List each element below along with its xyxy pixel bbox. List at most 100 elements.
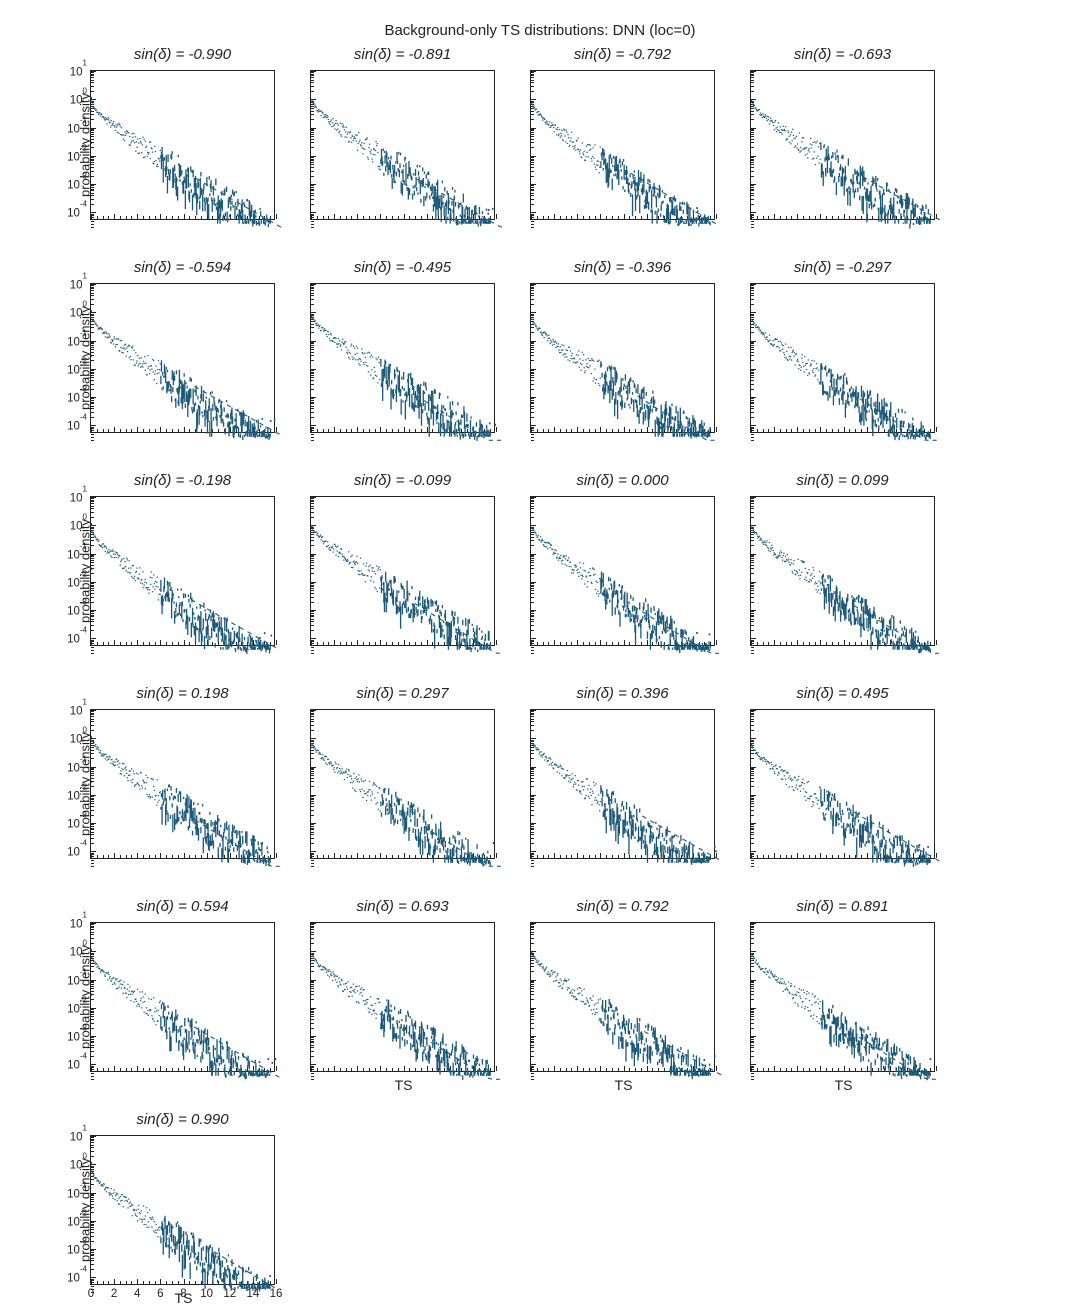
y-tick-minor bbox=[751, 647, 754, 648]
y-tick-minor bbox=[531, 647, 534, 648]
y-tick-minor bbox=[311, 860, 314, 861]
y-tick-minor bbox=[751, 437, 754, 438]
ts-distribution-panel-9: sin(δ) = -0.099 bbox=[310, 496, 495, 646]
y-tick-minor bbox=[531, 221, 534, 222]
y-tick-minor bbox=[311, 863, 314, 864]
plot-box-15 bbox=[750, 709, 935, 859]
y-tick-minor bbox=[751, 227, 754, 228]
y-tick-minor bbox=[531, 863, 534, 864]
panel-title-11: sin(δ) = 0.099 bbox=[750, 472, 935, 489]
y-tick-minor bbox=[91, 860, 94, 861]
y-tick-minor bbox=[531, 434, 534, 435]
y-tick-minor bbox=[91, 1286, 94, 1287]
ts-curve-svg-6 bbox=[531, 284, 716, 434]
y-tick-minor bbox=[751, 221, 754, 222]
y-tick-minor bbox=[751, 866, 754, 867]
ts-curve-svg-2 bbox=[531, 71, 716, 221]
x-tick-mark bbox=[276, 640, 277, 645]
y-tick-label-1: 101 bbox=[57, 490, 87, 505]
y-tick-minor bbox=[531, 437, 534, 438]
y-tick-minor bbox=[531, 650, 534, 651]
y-tick-label-1: 101 bbox=[57, 1129, 87, 1144]
x-tick-mark bbox=[276, 427, 277, 432]
ts-curve-svg-8 bbox=[91, 497, 276, 647]
ts-curve-svg-16 bbox=[91, 923, 276, 1073]
ts-curve-svg-11 bbox=[751, 497, 936, 647]
y-tick-minor bbox=[91, 221, 94, 222]
y-tick-minor bbox=[311, 1073, 314, 1074]
y-tick-minor bbox=[91, 224, 94, 225]
ts-curve-svg-5 bbox=[311, 284, 496, 434]
y-tick-minor bbox=[531, 860, 534, 861]
ts-curve-svg-0 bbox=[91, 71, 276, 221]
ts-distribution-panel-5: sin(δ) = -0.495 bbox=[310, 283, 495, 433]
y-tick-label--4: 10-4 bbox=[57, 631, 87, 646]
plot-box-7 bbox=[750, 283, 935, 433]
ts-curve-svg-17 bbox=[311, 923, 496, 1073]
y-tick-label-1: 101 bbox=[57, 64, 87, 79]
ts-curve-svg-12 bbox=[91, 710, 276, 860]
panel-title-10: sin(δ) = 0.000 bbox=[530, 472, 715, 489]
ts-distribution-panel-3: sin(δ) = -0.693 bbox=[750, 70, 935, 220]
x-tick-mark bbox=[496, 1066, 497, 1071]
ts-curve-svg-14 bbox=[531, 710, 716, 860]
panel-title-15: sin(δ) = 0.495 bbox=[750, 685, 935, 702]
panel-title-19: sin(δ) = 0.891 bbox=[750, 898, 935, 915]
ts-distribution-panel-13: sin(δ) = 0.297 bbox=[310, 709, 495, 859]
x-axis-label-18: TS bbox=[531, 1077, 716, 1093]
y-tick-minor bbox=[751, 224, 754, 225]
panel-title-17: sin(δ) = 0.693 bbox=[310, 898, 495, 915]
x-tick-mark bbox=[716, 640, 717, 645]
panel-title-13: sin(δ) = 0.297 bbox=[310, 685, 495, 702]
panel-title-20: sin(δ) = 0.990 bbox=[90, 1111, 275, 1128]
panel-title-16: sin(δ) = 0.594 bbox=[90, 898, 275, 915]
ts-distribution-panel-15: sin(δ) = 0.495 bbox=[750, 709, 935, 859]
y-tick-minor bbox=[91, 227, 94, 228]
panel-title-0: sin(δ) = -0.990 bbox=[90, 46, 275, 63]
ts-distribution-panel-11: sin(δ) = 0.099 bbox=[750, 496, 935, 646]
x-tick-mark bbox=[496, 853, 497, 858]
y-tick-label--4: 10-4 bbox=[57, 205, 87, 220]
y-tick-minor bbox=[751, 440, 754, 441]
y-tick-minor bbox=[91, 1079, 94, 1080]
y-tick-minor bbox=[311, 224, 314, 225]
y-tick-label--4: 10-4 bbox=[57, 418, 87, 433]
x-tick-mark bbox=[276, 1066, 277, 1071]
ts-distribution-panel-14: sin(δ) = 0.396 bbox=[530, 709, 715, 859]
y-tick-minor bbox=[311, 227, 314, 228]
y-tick-minor bbox=[751, 434, 754, 435]
panel-title-4: sin(δ) = -0.594 bbox=[90, 259, 275, 276]
y-tick-minor bbox=[91, 650, 94, 651]
y-tick-minor bbox=[311, 440, 314, 441]
y-tick-minor bbox=[751, 863, 754, 864]
ts-distribution-panel-6: sin(δ) = -0.396 bbox=[530, 283, 715, 433]
y-tick-label-1: 101 bbox=[57, 916, 87, 931]
plot-box-1 bbox=[310, 70, 495, 220]
panel-title-1: sin(δ) = -0.891 bbox=[310, 46, 495, 63]
ts-curve-svg-4 bbox=[91, 284, 276, 434]
plot-box-17: TS bbox=[310, 922, 495, 1072]
y-tick-minor bbox=[91, 437, 94, 438]
ts-curve-svg-3 bbox=[751, 71, 936, 221]
panel-title-5: sin(δ) = -0.495 bbox=[310, 259, 495, 276]
ts-curve-svg-19 bbox=[751, 923, 936, 1073]
panel-title-7: sin(δ) = -0.297 bbox=[750, 259, 935, 276]
y-tick-minor bbox=[751, 1073, 754, 1074]
y-tick-minor bbox=[91, 866, 94, 867]
plot-box-19: TS bbox=[750, 922, 935, 1072]
y-tick-label-1: 101 bbox=[57, 277, 87, 292]
plot-box-9 bbox=[310, 496, 495, 646]
x-tick-mark bbox=[936, 427, 937, 432]
ts-distribution-panel-10: sin(δ) = 0.000 bbox=[530, 496, 715, 646]
panel-title-9: sin(δ) = -0.099 bbox=[310, 472, 495, 489]
chart-title: Background-only TS distributions: DNN (l… bbox=[0, 22, 1080, 39]
